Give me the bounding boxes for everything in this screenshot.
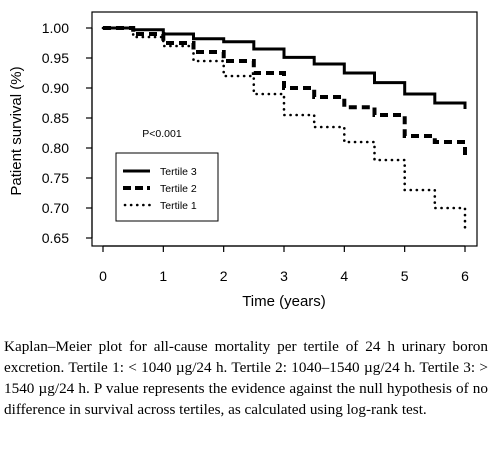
y-tick-label: 0.80	[42, 140, 69, 156]
x-tick-label: 1	[159, 268, 167, 284]
series-line-tertile-1	[101, 26, 467, 231]
y-tick-label: 0.90	[42, 80, 69, 96]
legend-box	[115, 152, 219, 222]
legend-label-tertile-2: Tertile 2	[160, 183, 197, 195]
y-axis-label: Patient survival (%)	[8, 66, 25, 195]
figure-caption: Kaplan–Meier plot for all-cause mortalit…	[4, 336, 488, 420]
x-tick-label: 2	[220, 268, 228, 284]
y-tick-label: 0.70	[42, 200, 69, 216]
x-axis: 0 1 2 3 4 5 6	[99, 245, 469, 284]
y-tick-label: 0.65	[42, 230, 69, 246]
legend-label-tertile-3: Tertile 3	[160, 166, 197, 178]
legend: Tertile 3 Tertile 2 Tertile 1	[115, 152, 219, 222]
x-tick-label: 3	[280, 268, 288, 284]
p-value-annotation: P<0.001	[142, 128, 182, 140]
x-tick-label: 0	[99, 268, 107, 284]
series-layer	[101, 26, 467, 231]
y-axis: 0.65 0.70 0.75 0.80 0.85 0.90 0.95 1.00	[42, 20, 93, 246]
y-tick-label: 0.85	[42, 110, 69, 126]
caption-text: Kaplan–Meier plot for all-cause mortalit…	[4, 338, 488, 418]
x-tick-label: 6	[461, 268, 469, 284]
y-tick-label: 0.95	[42, 50, 69, 66]
x-tick-label: 5	[401, 268, 409, 284]
series-line-tertile-2	[103, 26, 467, 160]
x-tick-label: 4	[340, 268, 348, 284]
y-tick-label: 1.00	[42, 20, 69, 36]
y-tick-label: 0.75	[42, 170, 69, 186]
x-axis-label: Time (years)	[242, 293, 326, 310]
legend-label-tertile-1: Tertile 1	[160, 200, 197, 212]
survival-chart: 0.65 0.70 0.75 0.80 0.85 0.90 0.95 1.00 0 1 2 3 4 5 6…	[8, 11, 478, 310]
